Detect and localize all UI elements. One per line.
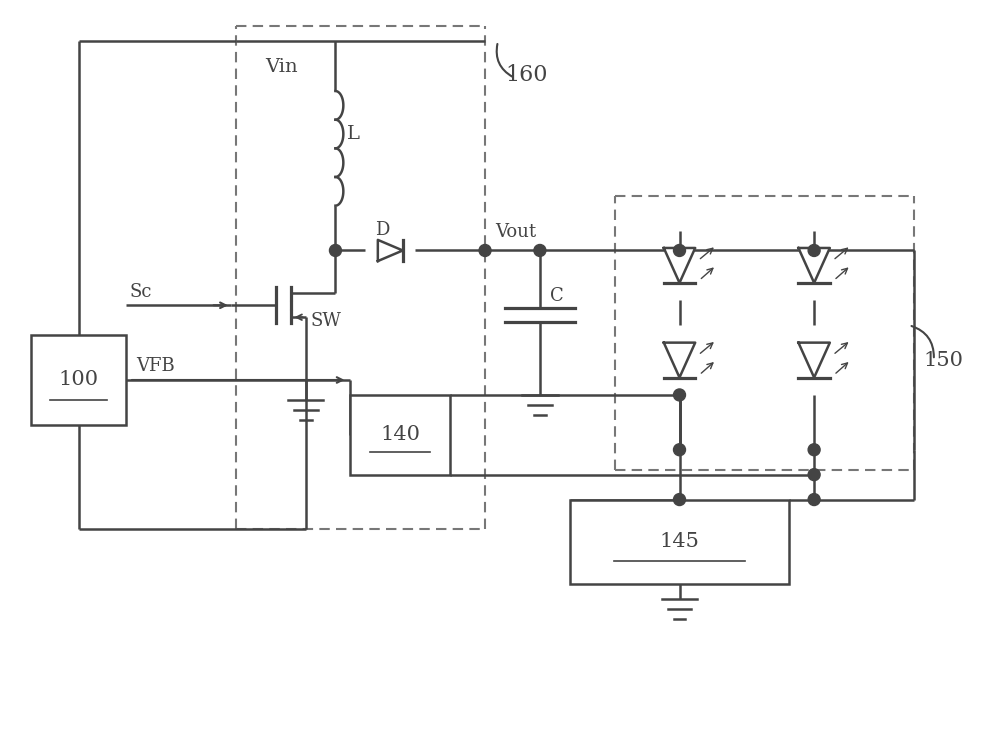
Circle shape	[808, 469, 820, 481]
Text: Sc: Sc	[129, 283, 152, 301]
Circle shape	[808, 444, 820, 456]
Circle shape	[808, 494, 820, 506]
Polygon shape	[798, 248, 830, 283]
Text: 150: 150	[924, 351, 964, 370]
Circle shape	[674, 444, 685, 456]
Polygon shape	[664, 343, 695, 378]
Text: Vout: Vout	[495, 223, 536, 241]
Text: 145: 145	[660, 532, 699, 551]
Text: 160: 160	[505, 64, 547, 86]
Circle shape	[674, 494, 685, 506]
Text: SW: SW	[311, 312, 341, 330]
Bar	[350, 395, 450, 475]
Circle shape	[534, 245, 546, 257]
Circle shape	[479, 245, 491, 257]
Polygon shape	[378, 240, 403, 261]
Circle shape	[329, 245, 341, 257]
Text: L: L	[347, 125, 360, 143]
Bar	[570, 500, 789, 584]
Circle shape	[808, 245, 820, 257]
Text: VFB: VFB	[136, 357, 175, 375]
Circle shape	[674, 245, 685, 257]
Text: C: C	[550, 287, 564, 305]
Bar	[31, 335, 126, 425]
Text: 140: 140	[380, 425, 420, 444]
Text: D: D	[375, 220, 390, 239]
Text: 100: 100	[59, 371, 99, 390]
Polygon shape	[664, 248, 695, 283]
Circle shape	[674, 389, 685, 401]
Text: Vin: Vin	[266, 58, 298, 76]
Polygon shape	[798, 343, 830, 378]
